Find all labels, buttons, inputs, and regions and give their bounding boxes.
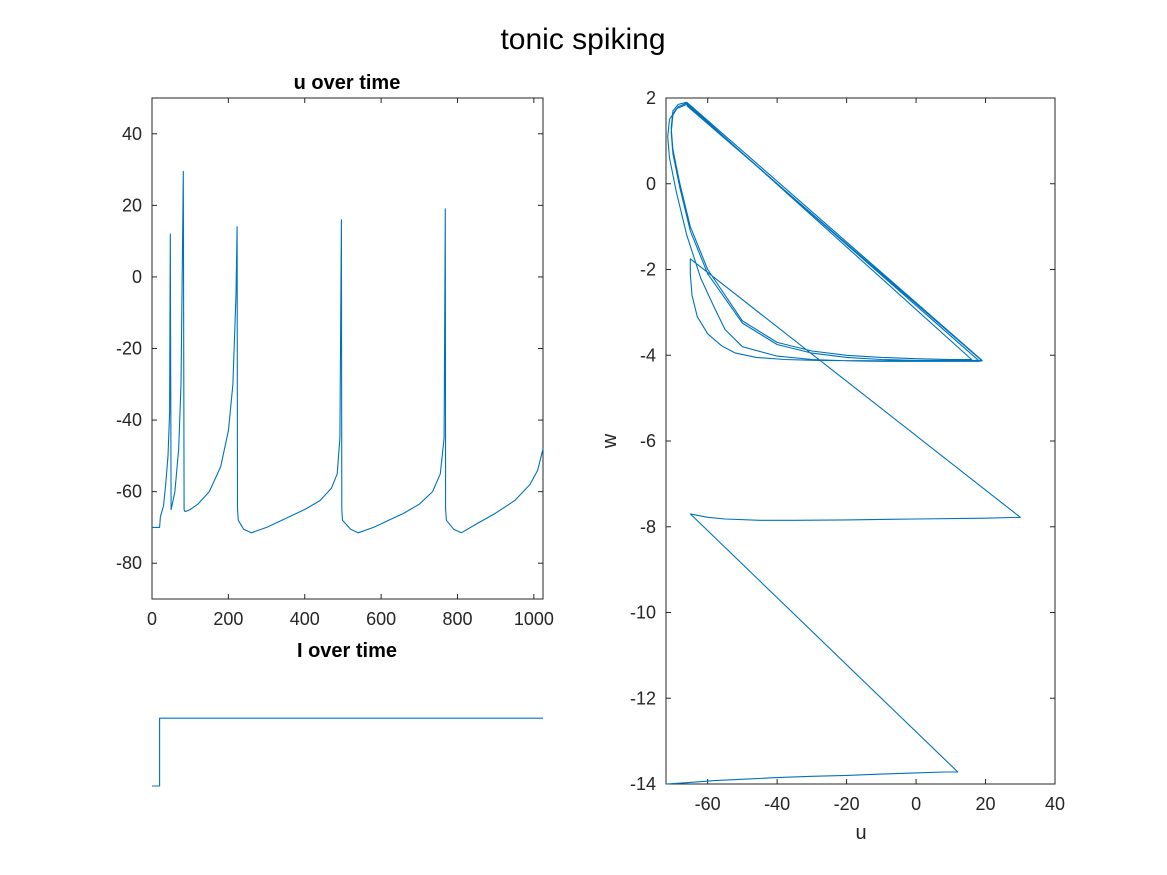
phase-plane-x-tick-label: 40 [1045, 794, 1065, 814]
u-over-time-y-tick-label: -60 [116, 482, 142, 502]
figure-title: tonic spiking [500, 23, 665, 56]
phase-plane-x-axis-label: u [855, 822, 866, 844]
u-over-time-y-tick-label: -80 [116, 553, 142, 573]
phase-plane-x-tick-label: 20 [976, 794, 996, 814]
i-over-time-panel: I over time [152, 640, 543, 787]
phase-plane-y-axis-label: w [599, 433, 621, 449]
u-over-time-x-tick-label: 1000 [514, 609, 554, 629]
u-over-time-x-tick-label: 400 [290, 609, 320, 629]
i-over-time-title: I over time [297, 640, 397, 662]
phase-plane-series-line [665, 101, 1021, 785]
u-over-time-x-tick-label: 800 [442, 609, 472, 629]
u-over-time-panel: u over time 0 200 400 600 800 100040200-20-40… [116, 72, 554, 629]
phase-plane-y-tick-label: -8 [640, 517, 656, 537]
phase-plane-y-tick-label: -14 [630, 774, 656, 794]
u-over-time-plot [152, 170, 544, 534]
u-over-time-y-tick-label: 20 [122, 195, 142, 215]
phase-plane-y-tick-label: -6 [640, 431, 656, 451]
phase-plane-x-tick-label: -40 [764, 794, 790, 814]
phase-plane-x-tick-label: -60 [695, 794, 721, 814]
phase-plane-x-tick-label: -20 [834, 794, 860, 814]
phase-plane-y-tick-label: 2 [646, 88, 656, 108]
phase-plane-y-tick-label: -4 [640, 345, 656, 365]
u-over-time-y-tick-label: 0 [132, 267, 142, 287]
phase-plane-y-tick-label: -12 [630, 688, 656, 708]
phase-plane-y-tick-label: -10 [630, 603, 656, 623]
u-over-time-x-tick-label: 200 [213, 609, 243, 629]
u-over-time-y-tick-label: -20 [116, 339, 142, 359]
i-over-time-series-line [152, 717, 543, 787]
u-over-time-series-line [152, 170, 544, 534]
u-over-time-x-tick-label: 600 [366, 609, 396, 629]
phase-plane-plot [665, 101, 1021, 785]
u-over-time-y-tick-label: -40 [116, 410, 142, 430]
phase-plane-x-tick-label: 0 [911, 794, 921, 814]
phase-plane-y-tick-label: -2 [640, 260, 656, 280]
phase-plane-y-tick-label: 0 [646, 174, 656, 194]
i-over-time-plot [152, 717, 543, 787]
u-over-time-x-tick-label: 0 [147, 609, 157, 629]
u-over-time-title: u over time [294, 72, 401, 94]
u-over-time-y-tick-label: 40 [122, 124, 142, 144]
